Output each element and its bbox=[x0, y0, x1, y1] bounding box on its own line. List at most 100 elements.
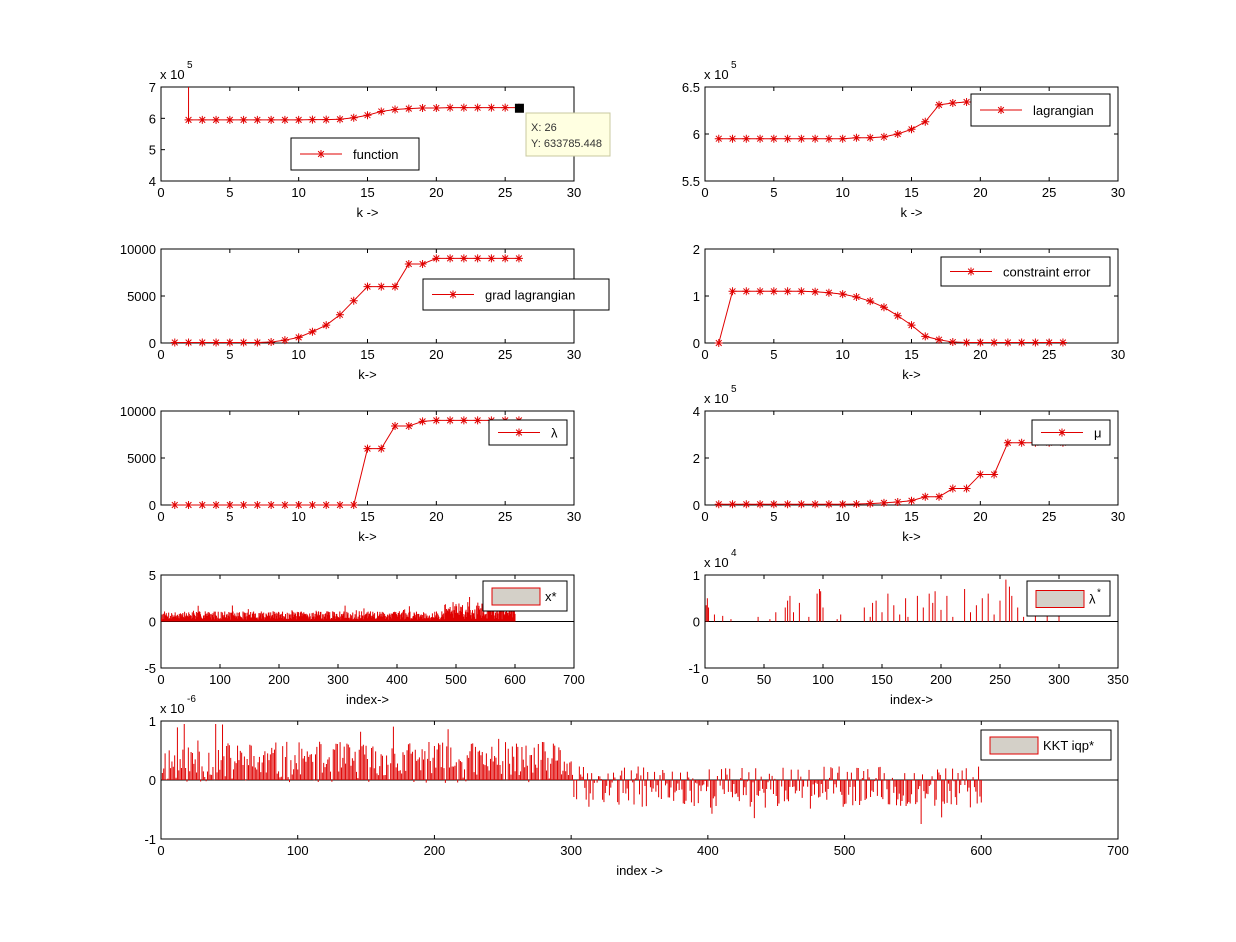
data-point bbox=[811, 134, 820, 143]
data-point bbox=[322, 321, 331, 330]
x-tick-label: 15 bbox=[360, 185, 374, 200]
data-point bbox=[170, 338, 179, 347]
y-exponent-power: -6 bbox=[187, 694, 196, 705]
x-tick-label: 150 bbox=[871, 672, 893, 687]
datatip[interactable]: X: 26 Y: 633785.448 bbox=[525, 112, 611, 157]
data-point bbox=[267, 338, 276, 347]
data-point bbox=[756, 500, 765, 509]
y-tick-label: 0 bbox=[693, 498, 700, 513]
subplot-grad_lagrangian: 0 5 10 15 20 25 30 0 5000 10000 k-> grad lagrangian bbox=[120, 242, 610, 382]
data-point bbox=[446, 103, 455, 112]
data-point bbox=[852, 133, 861, 142]
x-tick-label: 400 bbox=[386, 672, 408, 687]
legend-label: λ bbox=[551, 426, 558, 441]
data-point bbox=[198, 338, 207, 347]
x-tick-label: 5 bbox=[770, 185, 777, 200]
x-tick-label: 10 bbox=[291, 509, 305, 524]
data-point bbox=[962, 338, 971, 347]
y-exponent-base: x 10 bbox=[704, 67, 729, 82]
data-point bbox=[170, 501, 179, 509]
y-exponent-base: x 10 bbox=[704, 391, 729, 406]
data-point bbox=[267, 115, 276, 124]
data-point bbox=[756, 134, 765, 143]
data-point bbox=[797, 500, 806, 509]
data-point bbox=[907, 125, 916, 134]
data-point bbox=[769, 287, 778, 296]
legend-swatch bbox=[491, 587, 541, 606]
x-tick-label: 30 bbox=[1111, 509, 1125, 524]
datatip-x: X: 26 bbox=[531, 122, 557, 134]
data-point bbox=[335, 115, 344, 124]
data-point bbox=[377, 107, 386, 116]
x-tick-label: 15 bbox=[360, 347, 374, 362]
data-point bbox=[239, 338, 248, 347]
data-point bbox=[838, 290, 847, 299]
x-tick-label: 200 bbox=[268, 672, 290, 687]
x-tick-label: 25 bbox=[1042, 509, 1056, 524]
data-point bbox=[769, 500, 778, 509]
x-tick-label: 700 bbox=[563, 672, 585, 687]
y-exponent-power: 5 bbox=[731, 60, 737, 71]
x-axis-label: index -> bbox=[616, 863, 663, 878]
legend-label-sup: * bbox=[1097, 588, 1101, 599]
x-tick-label: 350 bbox=[1107, 672, 1129, 687]
y-tick-label: 7 bbox=[149, 80, 156, 95]
x-tick-label: 15 bbox=[360, 509, 374, 524]
x-tick-label: 25 bbox=[498, 185, 512, 200]
data-point bbox=[501, 103, 510, 112]
data-point bbox=[225, 115, 234, 124]
data-point bbox=[253, 115, 262, 124]
x-tick-label: 300 bbox=[1048, 672, 1070, 687]
data-point bbox=[893, 497, 902, 506]
legend-lagrangian: lagrangian bbox=[970, 93, 1111, 127]
data-point bbox=[838, 134, 847, 143]
legend-label: μ bbox=[1094, 426, 1102, 441]
data-point bbox=[349, 113, 358, 122]
y-tick-label: 6 bbox=[693, 127, 700, 142]
data-point bbox=[742, 287, 751, 296]
x-tick-label: 5 bbox=[770, 347, 777, 362]
x-tick-label: 0 bbox=[157, 509, 164, 524]
legend-label: constraint error bbox=[1003, 265, 1091, 280]
datatip-marker bbox=[514, 103, 524, 113]
x-tick-label: 20 bbox=[973, 185, 987, 200]
data-point bbox=[866, 499, 875, 508]
data-point bbox=[907, 496, 916, 505]
data-point bbox=[962, 98, 971, 107]
data-point bbox=[948, 484, 957, 493]
data-point bbox=[198, 115, 207, 124]
x-tick-label: 0 bbox=[157, 672, 164, 687]
data-point bbox=[459, 103, 468, 112]
x-tick-label: 15 bbox=[904, 509, 918, 524]
data-point bbox=[811, 500, 820, 509]
data-point bbox=[225, 338, 234, 347]
x-tick-label: 0 bbox=[157, 843, 164, 858]
datatip-y: Y: 633785.448 bbox=[531, 138, 602, 150]
data-point bbox=[184, 115, 193, 124]
data-point bbox=[487, 103, 496, 112]
data-point bbox=[921, 332, 930, 341]
data-point bbox=[418, 103, 427, 112]
data-point bbox=[879, 498, 888, 507]
data-point bbox=[349, 501, 358, 509]
x-tick-label: 100 bbox=[209, 672, 231, 687]
data-point bbox=[879, 303, 888, 312]
x-axis-label: k-> bbox=[358, 367, 376, 382]
y-tick-label: 4 bbox=[693, 404, 700, 419]
y-tick-label: 5000 bbox=[127, 289, 156, 304]
y-tick-label: -1 bbox=[688, 661, 700, 676]
legend-label: function bbox=[353, 147, 399, 162]
data-point bbox=[418, 260, 427, 269]
y-exponent-base: x 10 bbox=[160, 701, 185, 716]
data-point bbox=[377, 444, 386, 453]
x-tick-label: 100 bbox=[287, 843, 309, 858]
x-tick-label: 0 bbox=[701, 347, 708, 362]
y-tick-label: 5 bbox=[149, 143, 156, 158]
data-point bbox=[253, 501, 262, 509]
data-point bbox=[756, 287, 765, 296]
subplot-constraint_error: 0 5 10 15 20 25 30 0 1 2 k-> constraint error bbox=[693, 242, 1125, 382]
legend-label: grad lagrangian bbox=[485, 288, 575, 303]
x-tick-label: 10 bbox=[291, 347, 305, 362]
data-point bbox=[377, 282, 386, 291]
